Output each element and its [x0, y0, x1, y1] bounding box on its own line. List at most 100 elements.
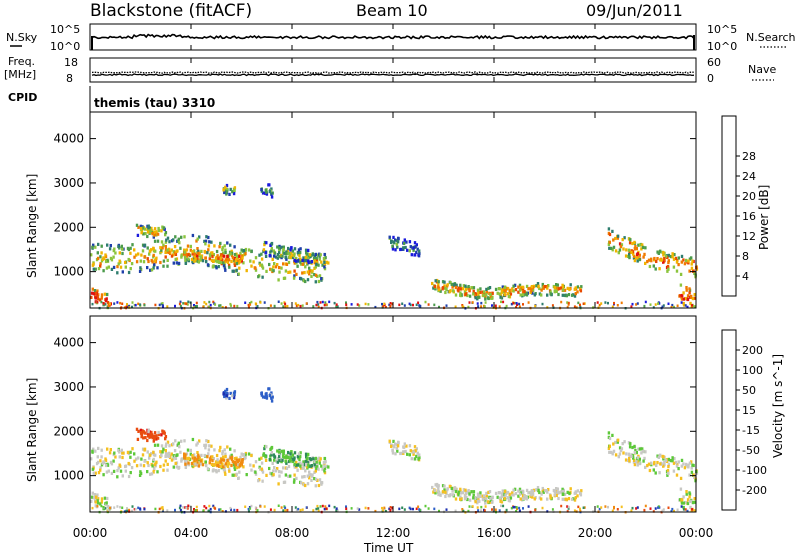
power-cell: [310, 253, 313, 257]
power-cell: [484, 301, 487, 304]
velocity-cell: [249, 507, 252, 510]
velocity-cell: [106, 496, 109, 501]
velocity-cell: [324, 460, 327, 464]
power-cell: [256, 305, 259, 308]
power-cell: [481, 290, 484, 294]
velocity-cell: [546, 490, 549, 494]
power-cell: [225, 183, 229, 188]
power-cell: [100, 300, 103, 304]
power-cell: [500, 290, 504, 294]
velocity-cell: [229, 447, 232, 451]
power-cell: [225, 187, 228, 191]
power-cell: [693, 305, 696, 309]
velocity-cell: [127, 461, 130, 466]
velocity-cell: [432, 490, 435, 494]
velocity-cell: [254, 506, 257, 509]
power-cell: [392, 235, 395, 239]
power-cell: [635, 247, 638, 251]
power-cell: [621, 238, 624, 242]
velocity-cell: [295, 476, 298, 480]
velocity-cell: [335, 509, 338, 512]
velocity-cell: [183, 456, 186, 460]
velocity-cell: [207, 439, 210, 444]
power-cell: [614, 249, 618, 253]
velocity-cell: [203, 443, 206, 447]
power-cell: [252, 260, 255, 264]
velocity-cell: [170, 458, 174, 462]
velocity-cell: [583, 506, 586, 509]
velocity-cell: [219, 460, 222, 464]
power-cell: [323, 267, 327, 271]
power-cell: [432, 286, 435, 290]
velocity-cell: [315, 466, 318, 470]
velocity-cell: [635, 451, 638, 455]
power-cell: [333, 301, 336, 305]
power-cell: [140, 231, 143, 235]
velocity-cell: [293, 456, 296, 460]
velocity-cell: [485, 491, 488, 495]
velocity-cell: [391, 506, 394, 510]
velocity-cell: [613, 505, 615, 509]
velocity-colorbar-tick-label: 50: [742, 384, 756, 397]
power-cell: [224, 306, 227, 309]
velocity-cell: [517, 489, 520, 493]
velocity-cell: [664, 458, 668, 463]
power-cell: [522, 303, 524, 306]
power-cell: [172, 238, 175, 242]
velocity-cell: [222, 392, 225, 396]
power-cell: [534, 304, 537, 308]
velocity-cell: [198, 439, 201, 443]
power-cell: [204, 239, 208, 243]
velocity-cell: [690, 466, 693, 470]
velocity-cell: [316, 504, 319, 508]
power-cell: [187, 253, 190, 257]
power-cell: [153, 233, 157, 237]
velocity-cell: [238, 464, 241, 468]
power-cell: [124, 260, 127, 265]
velocity-cell: [211, 459, 214, 463]
power-cell: [503, 285, 507, 290]
velocity-cell: [248, 510, 250, 513]
velocity-cell: [470, 490, 473, 494]
velocity-cell: [404, 449, 407, 454]
velocity-cell: [196, 458, 199, 462]
velocity-cell: [289, 474, 292, 478]
power-cell: [314, 273, 318, 277]
velocity-cell: [317, 509, 320, 513]
velocity-cell: [121, 506, 124, 509]
power-cell: [681, 293, 684, 298]
power-cell: [643, 304, 646, 308]
velocity-cell: [634, 449, 637, 453]
power-cell: [628, 250, 631, 255]
nave-label: Nave: [748, 63, 776, 76]
velocity-cell: [574, 496, 577, 500]
velocity-cell: [223, 470, 227, 474]
velocity-cell: [252, 464, 255, 468]
velocity-cell: [119, 505, 122, 509]
velocity-cell: [568, 491, 571, 496]
power-cell: [464, 284, 467, 288]
velocity-cell: [284, 506, 287, 510]
power-cell: [327, 261, 330, 265]
velocity-cell: [535, 488, 538, 492]
power-cell: [231, 269, 234, 273]
power-cell: [620, 301, 623, 305]
power-cell: [542, 286, 545, 290]
velocity-cell: [104, 507, 107, 510]
power-cell: [491, 291, 494, 295]
velocity-cell: [401, 506, 404, 509]
velocity-cell: [198, 456, 201, 460]
power-cell: [143, 303, 146, 307]
power-cell: [644, 246, 647, 250]
velocity-cell: [108, 451, 112, 455]
velocity-cell: [297, 507, 300, 511]
power-cell: [286, 304, 289, 308]
power-cell: [515, 306, 518, 309]
velocity-cell: [152, 470, 155, 474]
velocity-cell: [287, 464, 291, 469]
power-cell: [168, 240, 171, 244]
velocity-cell: [164, 459, 167, 463]
velocity-cell: [270, 451, 273, 455]
power-cell: [518, 283, 522, 287]
x-tick-label: 00:00: [73, 526, 108, 540]
